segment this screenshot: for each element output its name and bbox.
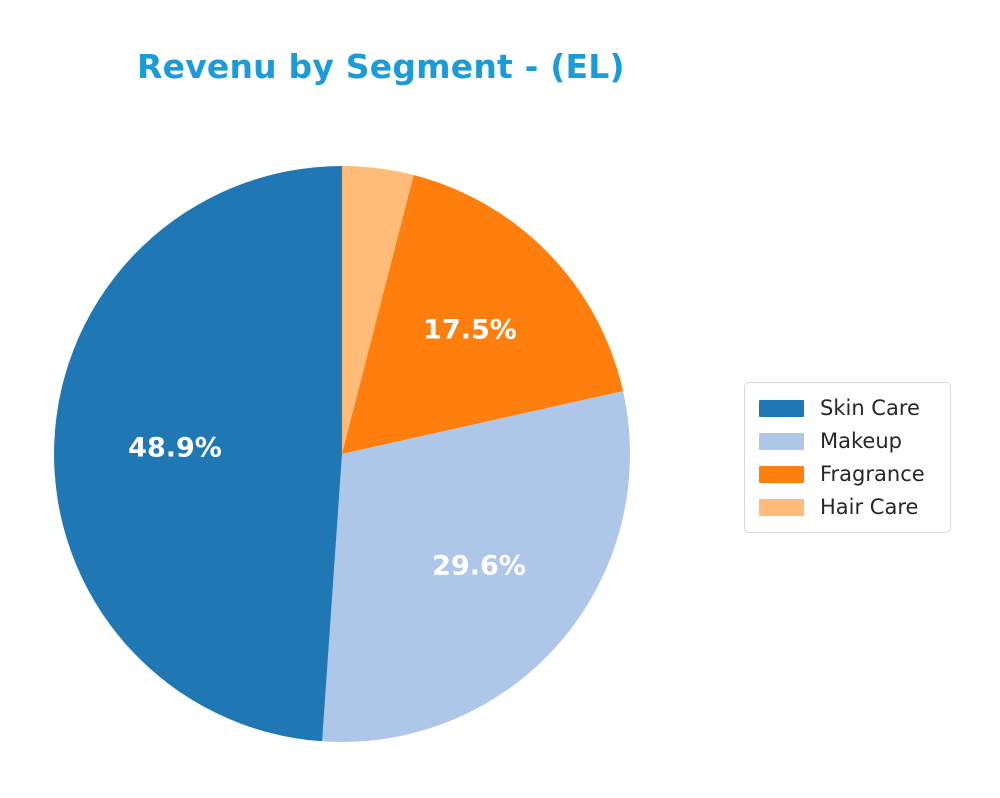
legend-item-skin-care[interactable]: Skin Care [759, 395, 936, 421]
legend-swatch-hair-care [759, 498, 804, 516]
pie-slice-makeup[interactable] [322, 391, 630, 742]
legend-item-hair-care[interactable]: Hair Care [759, 494, 936, 520]
pie-slice-skin-care[interactable] [54, 166, 342, 742]
pie-slice-hair-care[interactable] [342, 166, 414, 454]
chart-title: Revenu by Segment - (EL) [137, 47, 625, 86]
pie-slice-fragrance[interactable] [342, 175, 624, 455]
pie-svg: 17.5% 29.6% 48.9% [54, 166, 630, 742]
legend-swatch-makeup [759, 432, 804, 450]
pie-labels-group: 17.5% 29.6% 48.9% [128, 315, 526, 582]
legend-item-fragrance[interactable]: Fragrance [759, 461, 936, 487]
pie-label-fragrance: 17.5% [423, 315, 517, 346]
legend-swatch-skin-care [759, 399, 804, 417]
chart-legend: Skin Care Makeup Fragrance Hair Care [744, 382, 951, 533]
legend-label-skin-care: Skin Care [820, 395, 920, 420]
legend-swatch-fragrance [759, 465, 804, 483]
legend-label-hair-care: Hair Care [820, 494, 919, 519]
pie-slices-group [54, 166, 630, 742]
legend-label-makeup: Makeup [820, 428, 902, 453]
pie-plot-area: 17.5% 29.6% 48.9% [54, 166, 630, 742]
pie-label-skin-care: 48.9% [128, 433, 222, 464]
legend-item-makeup[interactable]: Makeup [759, 428, 936, 454]
legend-label-fragrance: Fragrance [820, 461, 925, 486]
pie-label-makeup: 29.6% [432, 551, 526, 582]
